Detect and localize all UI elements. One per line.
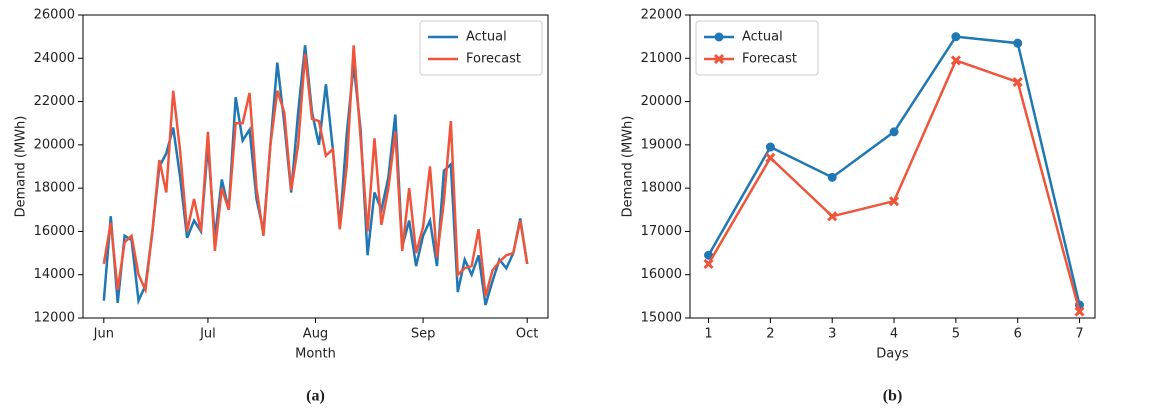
y-tick-label: 17000 bbox=[641, 224, 682, 239]
y-tick-label: 22000 bbox=[34, 94, 75, 109]
series-line bbox=[707, 58, 1081, 312]
y-tick-label: 24000 bbox=[34, 51, 75, 66]
plot-frame bbox=[689, 14, 1096, 319]
y-tick-label: 20000 bbox=[34, 137, 75, 152]
legend-label: Forecast bbox=[742, 52, 797, 67]
legend-marker bbox=[714, 32, 724, 42]
y-tick-label: 16000 bbox=[34, 224, 75, 239]
y-tick-label: 21000 bbox=[641, 51, 682, 66]
x-tick-label: 2 bbox=[766, 327, 774, 342]
legend-label: Actual bbox=[466, 30, 507, 45]
marker bbox=[703, 258, 714, 269]
marker bbox=[950, 55, 961, 66]
plot-frame bbox=[82, 14, 549, 319]
x-tick-label: Jun bbox=[93, 327, 114, 342]
legend-label: Actual bbox=[742, 30, 783, 45]
x-tick-label: 3 bbox=[828, 327, 836, 342]
marker bbox=[889, 127, 899, 137]
marker bbox=[888, 196, 900, 207]
legend-box bbox=[419, 20, 543, 76]
y-tick-label: 19000 bbox=[641, 137, 682, 152]
y-tick-label: 26000 bbox=[34, 8, 75, 23]
y-tick-label: 22000 bbox=[641, 8, 682, 23]
legend-marker bbox=[713, 53, 725, 65]
y-tick-label: 18000 bbox=[641, 181, 682, 196]
caption: (a) bbox=[306, 388, 325, 405]
y-axis-label: Demand (MWh) bbox=[621, 116, 636, 218]
marker bbox=[1013, 38, 1023, 48]
marker bbox=[951, 32, 961, 42]
marker bbox=[1012, 77, 1023, 88]
x-axis-label: Days bbox=[876, 347, 909, 362]
marker bbox=[704, 250, 714, 260]
x-tick-label: 6 bbox=[1014, 327, 1022, 342]
y-tick-label: 12000 bbox=[34, 311, 75, 326]
x-tick-label: Sep bbox=[411, 327, 436, 342]
x-tick-label: Jul bbox=[199, 327, 216, 342]
legend-label: Forecast bbox=[466, 52, 521, 67]
marker bbox=[765, 142, 775, 152]
marker bbox=[827, 172, 837, 182]
x-tick-label: Oct bbox=[516, 327, 538, 342]
y-tick-label: 18000 bbox=[34, 181, 75, 196]
series-line bbox=[102, 45, 529, 297]
legend-box bbox=[695, 20, 819, 76]
y-tick-label: 15000 bbox=[641, 311, 682, 326]
x-tick-label: Aug bbox=[303, 327, 328, 342]
y-axis-label: Demand (MWh) bbox=[14, 116, 29, 218]
x-axis-label: Month bbox=[295, 347, 336, 362]
marker bbox=[827, 211, 838, 222]
x-tick-label: 7 bbox=[1075, 327, 1083, 342]
marker bbox=[1074, 306, 1085, 317]
caption: (b) bbox=[883, 388, 903, 405]
marker bbox=[765, 152, 776, 163]
x-tick-label: 4 bbox=[890, 327, 898, 342]
y-tick-label: 16000 bbox=[641, 267, 682, 282]
x-tick-label: 5 bbox=[952, 327, 960, 342]
y-tick-label: 20000 bbox=[641, 94, 682, 109]
y-tick-label: 14000 bbox=[34, 267, 75, 282]
x-tick-label: 1 bbox=[704, 327, 712, 342]
